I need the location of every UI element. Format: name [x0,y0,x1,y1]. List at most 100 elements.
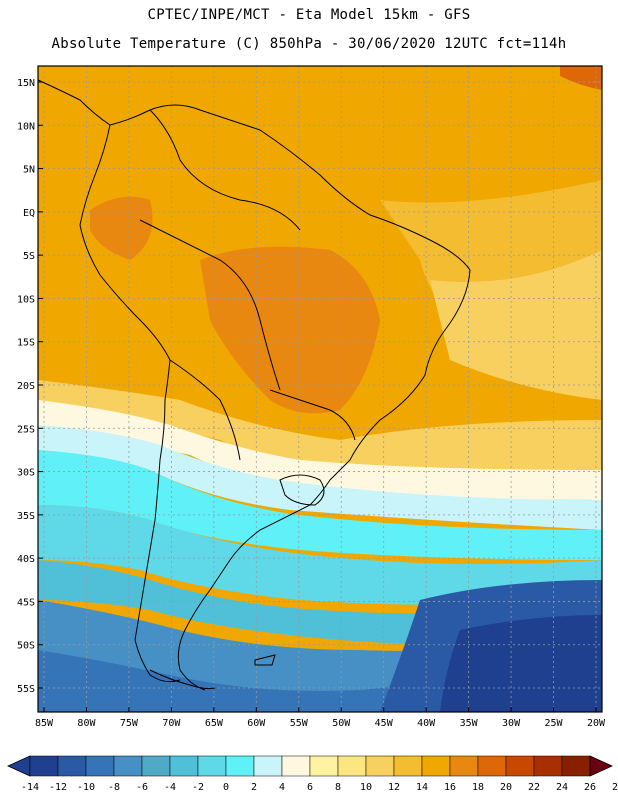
lat-label: 55S [17,684,35,695]
colorbar-label: 24 [556,782,568,793]
lon-label: 70W [162,718,181,729]
chart-title-line2: Absolute Temperature (C) 850hPa - 30/06/… [51,36,567,52]
tierra-del-fuego [149,669,216,690]
colorbar-cell [365,755,395,777]
lat-label: 10S [17,294,35,305]
colorbar-label: -2 [192,782,204,793]
colorbar-label: 2 [251,782,257,793]
colorbar-cell [309,755,339,777]
map-grid [38,66,602,712]
lat-label: 5S [23,251,35,262]
colorbar-label: -6 [136,782,148,793]
lon-label: 35W [460,718,479,729]
colorbar-label: 4 [279,782,285,793]
colorbar: -14 -12 -10 -8 -6 -4 -2 0 2 4 6 8 10 12 14 16 18 20 22 24 26… [7,755,618,793]
colorbar-cell [477,755,507,777]
lat-label: 15N [17,78,35,89]
lon-label: 20W [587,718,606,729]
colorbar-label: 22 [528,782,540,793]
lat-label: 15S [17,338,35,349]
colorbar-label: 10 [360,782,372,793]
colorbar-label: 14 [416,782,428,793]
colorbar-label: 18 [472,782,484,793]
coastlines [37,79,471,691]
border-south-brazil [269,389,356,441]
lon-label: 85W [35,718,54,729]
colorbar-high-arrow [589,755,613,777]
field-hot-core [200,246,380,414]
colorbar-cell [225,755,255,777]
colorbar-cell [533,755,563,777]
latitude-labels: 15N 10N 5N EQ 5S 10S 15S 20S 25S 30S 35S 40S 45S 50S 5… [17,78,43,695]
lon-label: 30W [502,718,521,729]
colorbar-cell [449,755,479,777]
field-band-cyan [38,450,602,560]
lon-label: 65W [205,718,224,729]
field-band-cream [38,400,602,500]
temperature-field [38,66,602,712]
lon-label: 50W [332,718,351,729]
colorbar-label: 28 [612,782,618,793]
colorbar-cell [57,755,87,777]
colorbar-label: 8 [335,782,341,793]
colorbar-cell [421,755,451,777]
field-hot-north [90,196,153,260]
colorbar-cell [281,755,311,777]
colorbar-label: -12 [49,782,67,793]
field-hot-corner [560,66,602,90]
chart-title-line1: CPTEC/INPE/MCT - Eta Model 15km - GFS [147,7,471,23]
lat-label: 35S [17,511,35,522]
map-frame [37,65,603,713]
rio-de-la-plata [279,474,325,506]
field-cold-core-dark [440,615,602,712]
colorbar-label: -10 [77,782,95,793]
border-west-brazil [139,219,281,391]
pacific-coast [79,124,181,683]
colorbar-label: 16 [444,782,456,793]
lon-label: 75W [120,718,139,729]
colorbar-label: 26 [584,782,596,793]
lon-label: 60W [247,718,266,729]
colorbar-cell [561,755,591,777]
colorbar-cell [113,755,143,777]
lat-label: 25S [17,424,35,435]
border-andes [169,359,241,461]
colorbar-label: 20 [500,782,512,793]
colorbar-cell [337,755,367,777]
colorbar-low-arrow [7,755,31,777]
lat-label: 20S [17,381,35,392]
lon-label: 25W [545,718,564,729]
lat-label: 10N [17,121,35,132]
field-band-yellow [38,380,602,470]
lat-label: 40S [17,554,35,565]
lon-label: 40W [417,718,436,729]
colorbar-label: -4 [164,782,176,793]
colorbar-cell [197,755,227,777]
lat-label: 45S [17,597,35,608]
lon-label: 55W [290,718,309,729]
colorbar-cell [29,755,59,777]
field-band-pale [38,425,602,530]
lon-label: 80W [77,718,96,729]
falklands [254,654,276,666]
colorbar-label: -8 [108,782,120,793]
colorbar-label: 6 [307,782,313,793]
colorbar-cell [141,755,171,777]
longitude-labels: 85W 80W 75W 70W 65W 60W 55W 50W 45W 40W 35W 30W 25W 2… [35,707,606,729]
atlantic-coast [37,79,471,691]
colorbar-cell [169,755,199,777]
colorbar-label: 0 [223,782,229,793]
colorbar-label: 12 [388,782,400,793]
field-atlantic-yellow [430,250,602,400]
colorbar-cell [253,755,283,777]
colorbar-cell [393,755,423,777]
lat-label: 5N [23,165,35,176]
lon-label: 45W [375,718,394,729]
colorbar-cell [85,755,115,777]
lat-label: EQ [23,208,35,219]
field-band-cool [38,505,602,605]
lat-label: 30S [17,468,35,479]
colorbar-label: -14 [21,782,39,793]
colorbar-cell [505,755,535,777]
